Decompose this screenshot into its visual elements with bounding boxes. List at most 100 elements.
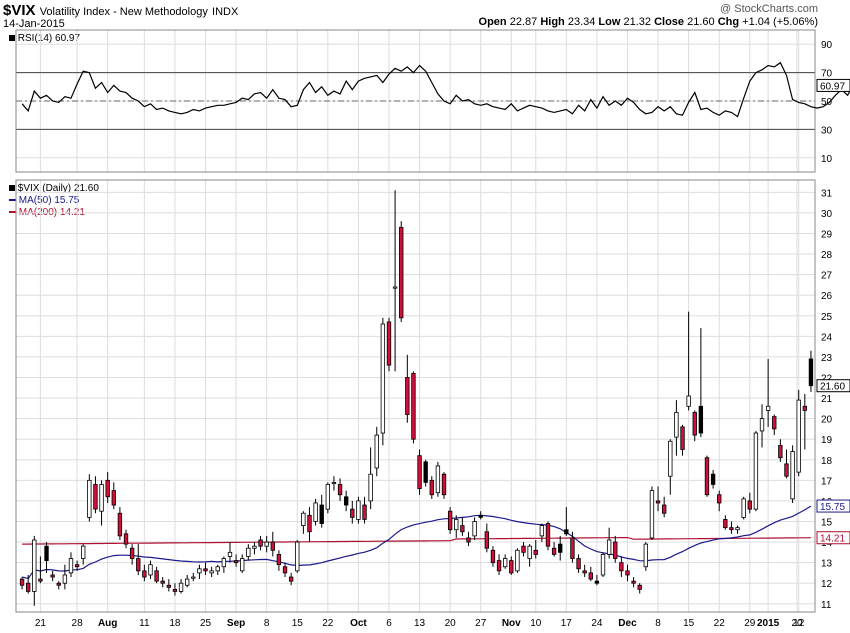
candle — [184, 574, 190, 588]
rsi-y-tick: 10 — [821, 154, 833, 165]
candle — [32, 535, 37, 606]
x-tick-label: 11 — [139, 618, 150, 629]
rsi-panel-frame — [15, 29, 816, 173]
ma50-last-tag — [816, 499, 850, 513]
candle-body — [680, 426, 685, 450]
candle-body — [441, 473, 447, 496]
candle — [594, 574, 600, 586]
candle — [337, 478, 343, 501]
candle-body — [502, 558, 508, 568]
candle-body — [25, 582, 31, 592]
candle-body — [337, 484, 343, 496]
candle — [484, 523, 490, 553]
candle — [380, 317, 386, 446]
candle-body — [343, 496, 349, 506]
candle-body — [631, 580, 636, 584]
price-y-tick: 28 — [821, 250, 833, 261]
candle-body — [252, 545, 257, 549]
candle — [478, 511, 483, 520]
candle-body — [429, 479, 434, 496]
ma50-legend-swatch — [9, 199, 16, 202]
candle-body — [368, 473, 373, 502]
candle — [759, 404, 765, 448]
candle — [295, 540, 300, 573]
candle — [288, 572, 294, 586]
candle — [117, 507, 123, 540]
candle — [686, 311, 691, 411]
candle-body — [808, 358, 814, 387]
x-tick-label: Sep — [227, 618, 245, 629]
candle-body — [246, 547, 251, 557]
x-tick-label: 20 — [791, 618, 803, 629]
vix-legend: $VIX (Daily) 21.60 — [9, 183, 99, 194]
candle-body — [613, 541, 618, 559]
candle — [545, 521, 551, 551]
candle-body — [148, 564, 153, 576]
candle — [301, 511, 306, 534]
low-label: Low — [598, 16, 621, 28]
candle-body — [790, 451, 795, 500]
candle-body — [576, 558, 581, 570]
candle — [276, 550, 282, 571]
candle — [368, 447, 373, 510]
price-y-tick: 15 — [821, 517, 833, 528]
x-tick-label: 25 — [200, 618, 212, 629]
candle — [44, 542, 49, 573]
candle-body — [454, 519, 459, 531]
candle — [215, 564, 220, 575]
candle — [129, 544, 135, 565]
candle-body — [362, 504, 367, 520]
copyright-link[interactable]: @ StockCharts.com — [720, 3, 818, 15]
candle — [417, 449, 422, 495]
vix-legend-text: $VIX (Daily) 21.60 — [17, 183, 99, 194]
candle-body — [117, 512, 123, 537]
candle-body — [288, 576, 294, 582]
candle-body — [729, 527, 734, 531]
candle-body — [227, 551, 233, 557]
rsi-legend-swatch — [9, 35, 15, 41]
candle-body — [466, 537, 471, 543]
candle — [790, 445, 795, 503]
candle-body — [56, 582, 61, 586]
candle — [539, 523, 545, 543]
candle-body — [661, 504, 667, 514]
candle-body — [423, 461, 428, 483]
candle-body — [331, 481, 337, 484]
chg-value: +1.04 (+5.06%) — [742, 16, 818, 28]
candle — [717, 490, 722, 512]
candle-body — [802, 405, 808, 411]
candle — [227, 542, 233, 563]
price-y-tick: 12 — [821, 579, 833, 590]
candle — [142, 564, 147, 582]
x-tick-label: 28 — [72, 618, 84, 629]
candle-body — [735, 527, 740, 531]
candle — [68, 552, 74, 578]
x-tick-label: 20 — [445, 618, 457, 629]
high-label: High — [540, 16, 565, 28]
candle-body — [154, 570, 159, 582]
chg-label: Chg — [717, 16, 740, 28]
symbol-title: $VIX Volatility Index - New Methodology … — [3, 2, 238, 19]
candle-body — [215, 566, 220, 572]
candle-body — [160, 580, 165, 584]
candle-body — [386, 321, 392, 366]
candle — [87, 474, 92, 522]
ma200-last-value: 14.21 — [820, 534, 845, 545]
rsi-y-tick: 50 — [821, 97, 833, 108]
candle — [533, 540, 538, 559]
candle — [704, 455, 710, 497]
candle — [588, 566, 593, 582]
candle — [735, 525, 740, 534]
candle-body — [307, 514, 312, 533]
candle-body — [178, 582, 184, 592]
candle — [729, 521, 734, 534]
candle-body — [136, 558, 141, 572]
x-tick-label: Aug — [98, 618, 117, 629]
candle — [111, 482, 116, 510]
price-y-tick: 25 — [821, 312, 833, 323]
price-y-tick: 23 — [821, 353, 833, 364]
candle — [136, 544, 141, 575]
price-y-tick: 22 — [821, 373, 833, 384]
price-y-tick: 17 — [821, 476, 833, 487]
candle — [802, 393, 808, 450]
